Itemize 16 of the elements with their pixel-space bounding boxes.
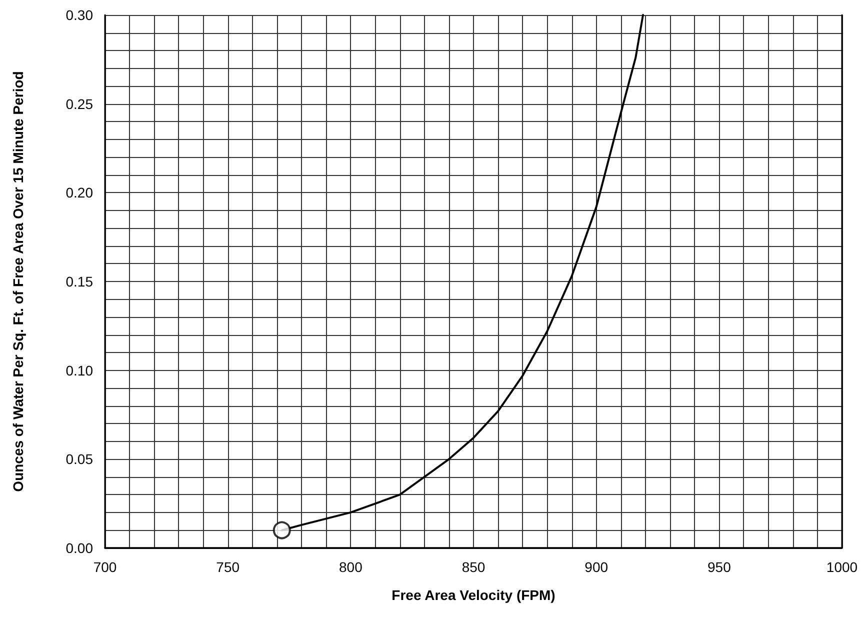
x-tick-label: 750	[216, 559, 240, 575]
x-tick-label: 950	[707, 559, 732, 575]
x-tick-label: 800	[338, 559, 363, 575]
y-tick-label: 0.10	[66, 362, 94, 378]
y-tick-label: 0.05	[66, 451, 94, 468]
x-tick-label: 900	[584, 559, 608, 575]
x-tick-label: 850	[462, 559, 486, 575]
y-tick-label: 0.20	[66, 184, 94, 201]
x-axis-title: Free Area Velocity (FPM)	[392, 587, 556, 603]
y-tick-label: 0.30	[66, 7, 94, 23]
y-axis-title: Ounces of Water Per Sq. Ft. of Free Area Over 15 Minute Period	[10, 71, 26, 492]
y-tick-label: 0.00	[66, 540, 94, 556]
y-tick-label: 0.25	[66, 96, 94, 112]
x-tick-label: 700	[93, 559, 117, 575]
x-tick-label: 1000	[826, 559, 858, 575]
y-tick-label: 0.15	[66, 274, 94, 290]
